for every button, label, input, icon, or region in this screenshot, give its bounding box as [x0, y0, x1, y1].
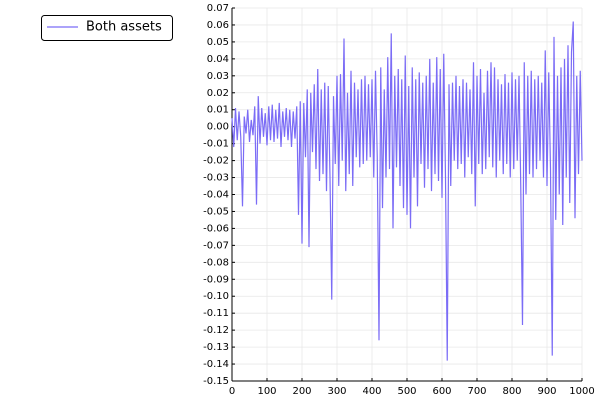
x-tick-label: 500 — [397, 386, 416, 397]
y-tick-label: -0.13 — [203, 342, 229, 353]
y-tick-label: -0.05 — [203, 206, 229, 217]
x-tick-label: 1000 — [569, 386, 594, 397]
x-tick-label: 300 — [327, 386, 346, 397]
legend-label: Both assets — [86, 20, 162, 35]
y-tick-label: -0.12 — [203, 325, 229, 336]
y-tick-label: -0.04 — [203, 190, 229, 201]
data-line — [231, 21, 583, 361]
x-tick-label: 400 — [362, 386, 381, 397]
x-tick-label: 200 — [292, 386, 311, 397]
y-tick-label: -0.08 — [203, 257, 229, 268]
y-tick-label: 0.02 — [207, 88, 229, 99]
y-tick-label: -0.10 — [203, 291, 229, 302]
x-tick-label: 100 — [257, 386, 276, 397]
y-tick-label: -0.15 — [203, 376, 229, 387]
x-tick-label: 0 — [229, 386, 235, 397]
y-tick-label: -0.11 — [203, 308, 229, 319]
y-tick-label: 0.05 — [207, 37, 229, 48]
y-tick-label: -0.06 — [203, 223, 229, 234]
y-tick-label: 0.04 — [207, 54, 229, 65]
x-tick-label: 800 — [502, 386, 521, 397]
y-tick-label: 0.03 — [207, 71, 229, 82]
y-tick-label: 0.01 — [207, 105, 229, 116]
x-tick-label: 700 — [467, 386, 486, 397]
y-tick-label: 0.06 — [207, 20, 229, 31]
legend-box — [41, 15, 173, 41]
y-tick-label: -0.02 — [203, 156, 229, 167]
x-tick-label: 900 — [537, 386, 556, 397]
x-tick-label: 600 — [432, 386, 451, 397]
y-tick-label: -0.14 — [203, 359, 229, 370]
y-tick-label: 0.00 — [207, 122, 229, 133]
y-tick-label: -0.03 — [203, 173, 229, 184]
y-tick-label: 0.07 — [207, 3, 229, 14]
y-tick-label: -0.01 — [203, 139, 229, 150]
y-tick-label: -0.09 — [203, 274, 229, 285]
y-tick-label: -0.07 — [203, 240, 229, 251]
